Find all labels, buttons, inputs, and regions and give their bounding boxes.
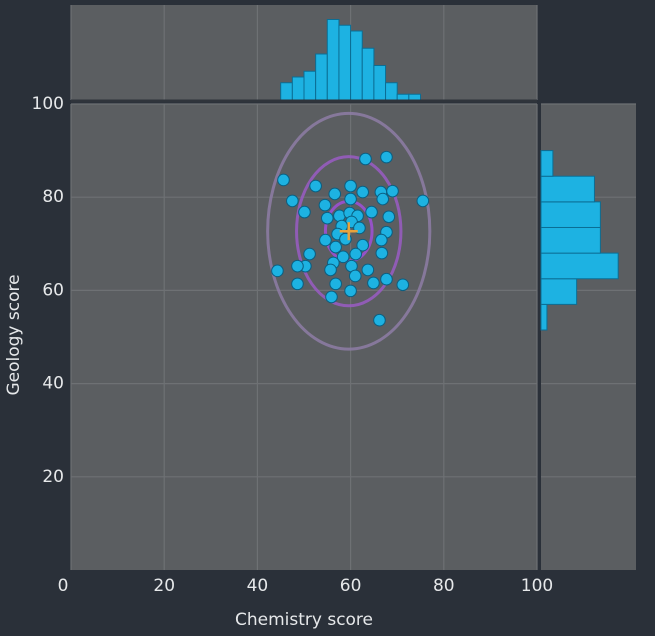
data-point: [348, 269, 362, 283]
data-point: [309, 179, 322, 193]
x-histogram-bar: [315, 53, 328, 101]
y-tick-label: 20: [42, 467, 64, 487]
data-point: [291, 277, 304, 291]
data-point: [375, 246, 389, 260]
marks: [266, 19, 619, 351]
data-point: [286, 194, 299, 208]
x-tick-label: 40: [247, 576, 269, 596]
data-point: [344, 179, 357, 193]
x-histogram-bar: [350, 30, 363, 101]
y-histogram-bar: [540, 175, 595, 203]
x-histogram-bar: [385, 82, 398, 101]
data-point: [359, 152, 372, 166]
x-axis-label: Chemistry score: [235, 610, 373, 630]
data-point: [380, 272, 393, 286]
main-panel: [71, 104, 537, 570]
data-point: [365, 205, 378, 219]
data-point: [344, 284, 357, 298]
data-point: [271, 264, 284, 278]
y-histogram-bar: [540, 303, 548, 331]
x-histogram-bar: [338, 24, 352, 101]
data-point: [277, 173, 290, 187]
y-tick-label: 40: [42, 374, 64, 394]
x-tick-label: 20: [153, 576, 175, 596]
y-histogram-bar: [540, 252, 619, 280]
grid: 0 20 40 60 80 100 20 40 60 80 100: [32, 5, 636, 596]
data-point: [321, 211, 334, 225]
confidence-ellipse: [266, 111, 432, 351]
data-point: [325, 290, 338, 304]
y-histogram-bar: [540, 150, 554, 177]
x-tick-label: 0: [58, 576, 69, 596]
data-point: [336, 250, 350, 264]
data-point: [356, 185, 370, 199]
data-point: [376, 192, 390, 206]
y-histogram-bar: [540, 201, 601, 228]
x-tick-label: 80: [433, 576, 455, 596]
x-histogram-bar: [326, 19, 340, 101]
data-point: [328, 187, 342, 201]
data-point: [333, 209, 346, 223]
data-point: [373, 313, 386, 327]
data-point: [303, 247, 316, 261]
x-histogram-bar: [361, 47, 375, 101]
data-point: [329, 277, 342, 291]
x-histogram-bar: [291, 76, 305, 101]
y-tick-label: 80: [42, 187, 64, 207]
data-point: [361, 263, 375, 277]
data-point: [386, 184, 399, 198]
x-histogram-bar: [373, 65, 387, 101]
y-tick-label: 100: [32, 94, 64, 114]
data-point: [318, 198, 332, 212]
x-tick-label: 60: [340, 576, 362, 596]
data-point: [324, 263, 337, 277]
data-point: [329, 240, 342, 254]
x-histogram-bar: [408, 93, 422, 101]
y-axis-label: Geology score: [4, 274, 24, 395]
data-point: [375, 233, 388, 247]
data-point: [319, 233, 332, 247]
data-point: [298, 205, 311, 219]
data-point: [344, 192, 357, 206]
y-histogram-bar: [540, 226, 601, 254]
data-point: [291, 259, 304, 273]
data-point: [380, 150, 393, 164]
y-tick-label: 60: [42, 280, 64, 300]
data-point: [356, 238, 370, 252]
y-histogram-bar: [540, 278, 578, 305]
data-point: [382, 210, 396, 224]
data-point: [396, 278, 410, 292]
data-point: [416, 194, 430, 208]
x-histogram-bar: [280, 82, 293, 101]
x-histogram-bar: [396, 93, 410, 101]
x-tick-label: 100: [521, 576, 553, 596]
x-histogram-bar: [303, 70, 317, 101]
confidence-ellipse: [295, 155, 403, 308]
right-panel: [541, 104, 636, 570]
data-point: [367, 276, 380, 290]
data-point: [349, 247, 363, 261]
